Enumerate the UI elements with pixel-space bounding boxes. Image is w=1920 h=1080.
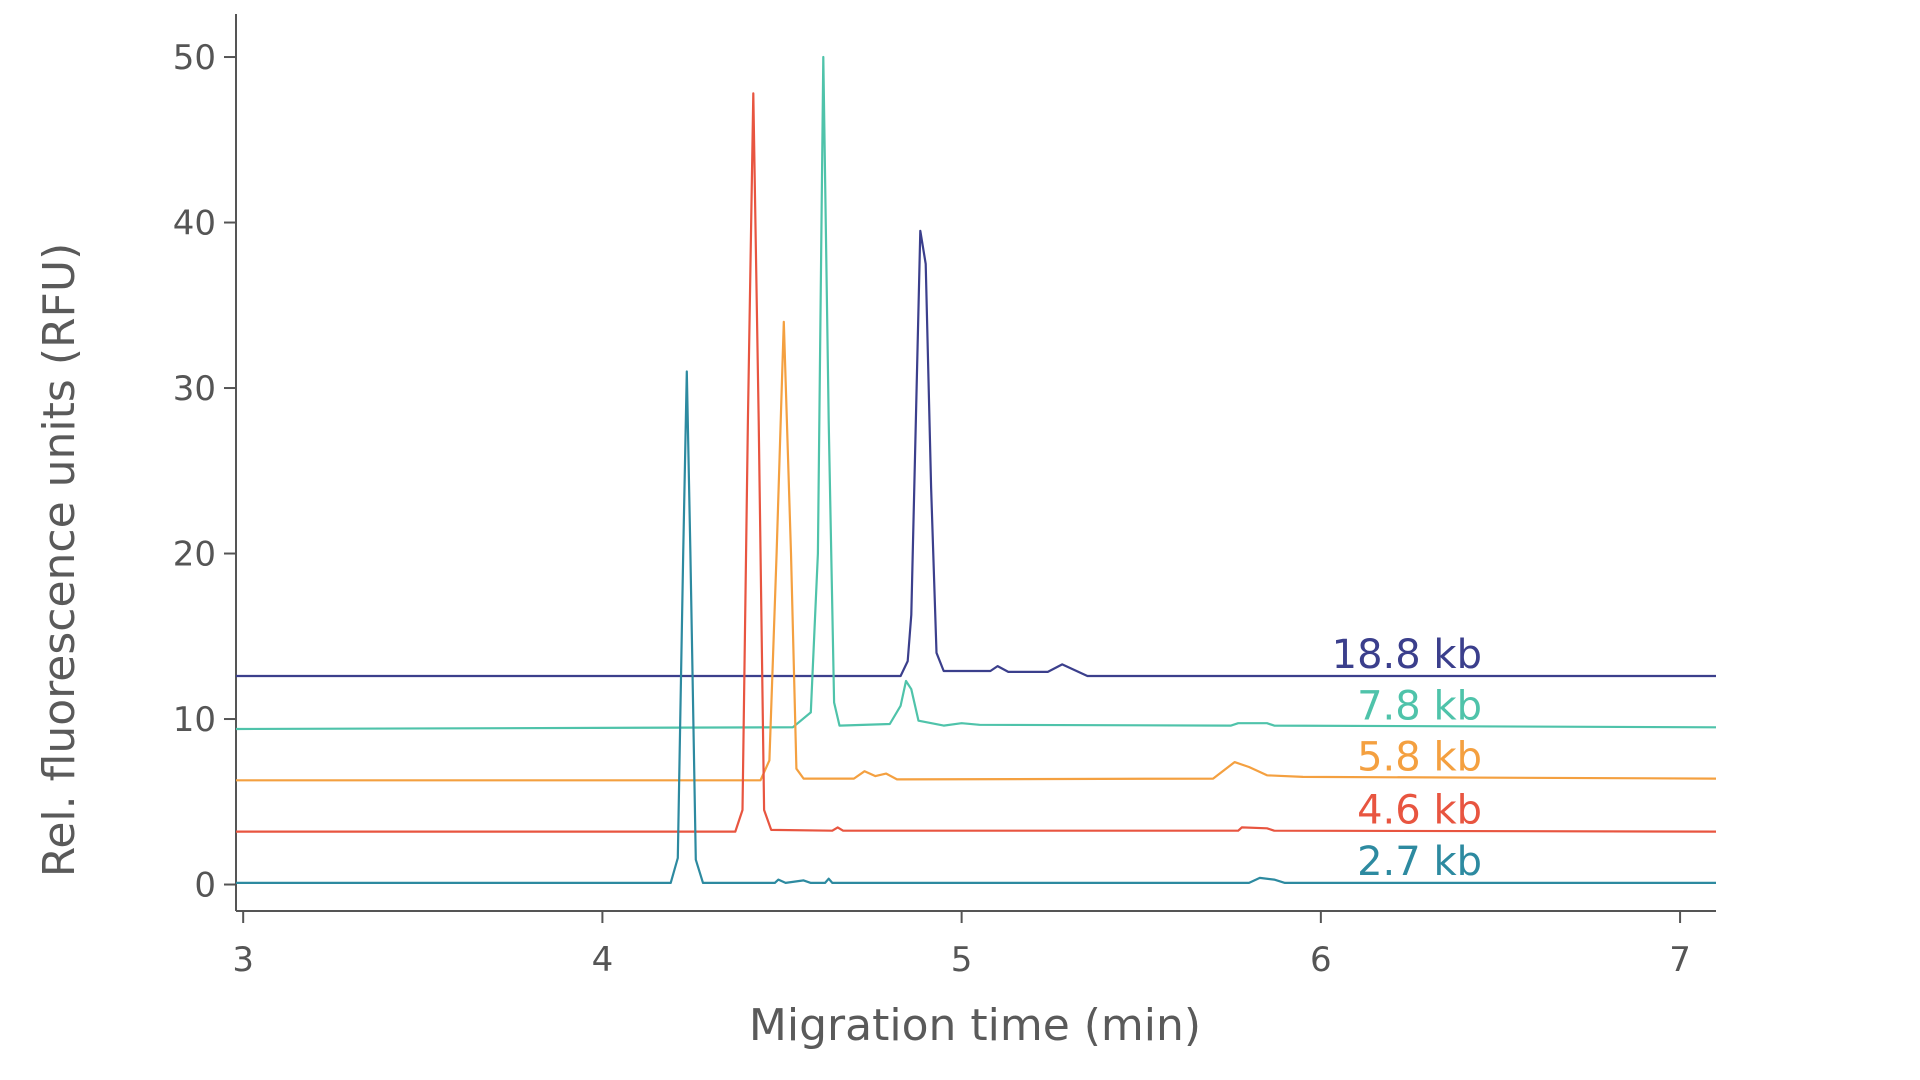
y-axis-title: Rel. fluorescence units (RFU) (34, 243, 85, 877)
y-tick-label: 40 (173, 204, 216, 244)
x-tick-label: 6 (1310, 940, 1332, 980)
series-label: 18.8 kb (1332, 632, 1482, 678)
series-lines (235, 55, 1717, 885)
series-line-5-8-kb (236, 320, 1717, 782)
y-tick-label: 10 (173, 700, 216, 740)
x-axis-title: Migration time (min) (749, 1000, 1201, 1051)
y-ticks: 0 10 20 30 40 50 (173, 38, 236, 906)
x-ticks: 3 4 5 6 7 (232, 911, 1691, 980)
series-line-18-8-kb (236, 229, 1716, 678)
y-tick-label: 30 (173, 369, 216, 409)
x-tick-label: 3 (232, 940, 254, 980)
y-tick-label: 20 (173, 535, 216, 575)
series-line-2-7-kb (236, 370, 1716, 885)
series-label: 7.8 kb (1357, 683, 1482, 729)
x-tick-label: 7 (1669, 940, 1691, 980)
y-tick-label: 0 (194, 866, 216, 906)
series-label: 2.7 kb (1357, 839, 1482, 885)
x-tick-label: 5 (951, 940, 973, 980)
series-line-4-6-kb (236, 92, 1717, 833)
series-line-7-8-kb (235, 55, 1717, 731)
x-tick-label: 4 (592, 940, 614, 980)
axes (235, 14, 1716, 912)
series-label: 4.6 kb (1357, 788, 1482, 834)
series-label: 5.8 kb (1357, 735, 1482, 781)
series-labels: 18.8 kb 7.8 kb 5.8 kb 4.6 kb 2.7 kb (1332, 632, 1482, 885)
y-tick-label: 50 (173, 38, 216, 78)
